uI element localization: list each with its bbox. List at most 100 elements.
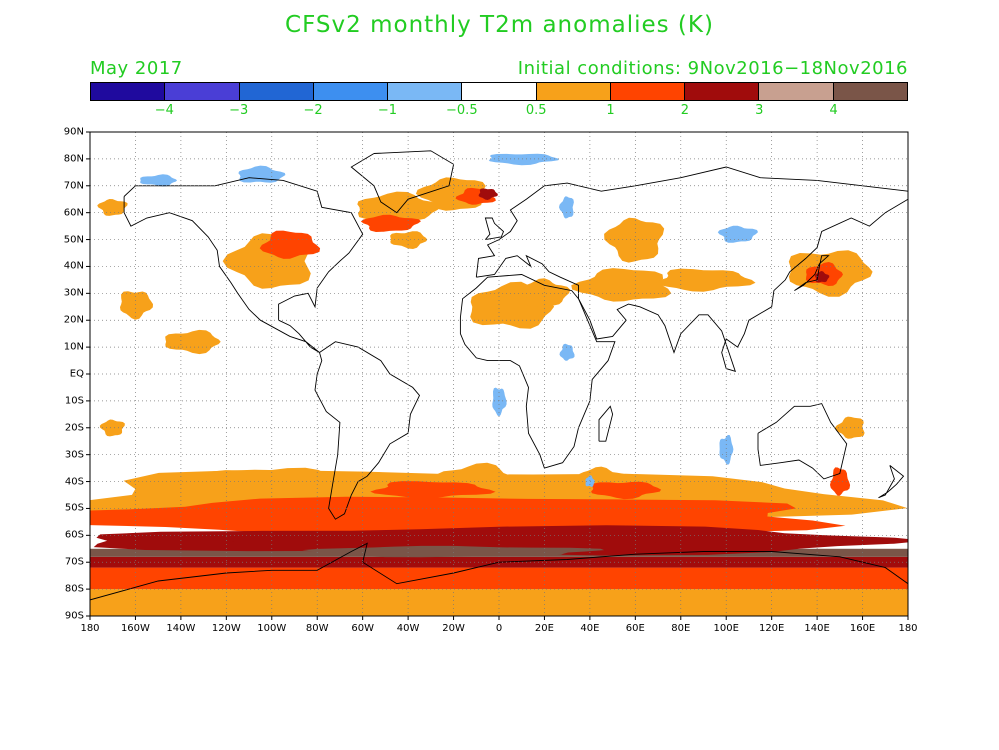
anomaly-region bbox=[521, 278, 571, 308]
colorbar-segment bbox=[313, 83, 389, 100]
lat-tick-label: 30S bbox=[64, 449, 84, 461]
new-zealand-outline bbox=[878, 465, 905, 499]
anomaly-region bbox=[231, 534, 657, 552]
lat-tick-label: 10N bbox=[63, 341, 84, 353]
chart-title: CFSv2 monthly T2m anomalies (K) bbox=[285, 12, 714, 38]
anomaly-region bbox=[360, 214, 421, 232]
anomaly-region bbox=[204, 467, 345, 498]
anomaly-region bbox=[99, 419, 125, 437]
lat-tick-label: EQ bbox=[69, 368, 84, 380]
anomaly-region bbox=[238, 165, 286, 183]
anomaly-region bbox=[302, 545, 605, 558]
anomaly-region bbox=[259, 230, 321, 259]
lon-tick-label: 140W bbox=[166, 623, 196, 634]
lat-tick-label: 20S bbox=[64, 422, 84, 434]
colorbar-segment bbox=[610, 83, 686, 100]
lat-tick-label: 60S bbox=[64, 529, 84, 541]
colorbar-label: −3 bbox=[229, 103, 249, 118]
madagascar-outline bbox=[598, 405, 614, 442]
lon-tick-label: 60W bbox=[351, 623, 374, 634]
anomaly-region bbox=[90, 496, 846, 536]
lon-tick-label: 60E bbox=[625, 623, 645, 634]
lon-tick-label: 160E bbox=[849, 623, 876, 634]
lat-tick-label: 40S bbox=[64, 476, 84, 488]
colorbar-label: −2 bbox=[303, 103, 323, 118]
colorbar-label: 3 bbox=[755, 103, 764, 118]
lon-tick-label: 180 bbox=[898, 623, 918, 634]
anomaly-region bbox=[488, 153, 560, 166]
lon-tick-label: 40E bbox=[580, 623, 600, 634]
anomaly-region bbox=[492, 387, 507, 417]
colorbar-segment bbox=[388, 83, 463, 100]
lat-tick-label: 10S bbox=[64, 395, 84, 407]
australia-outline bbox=[757, 403, 848, 480]
lat-tick-label: 60N bbox=[63, 207, 84, 219]
lon-tick-label: 20E bbox=[534, 623, 554, 634]
colorbar-label: −0.5 bbox=[446, 103, 478, 118]
lon-tick-label: 100E bbox=[713, 623, 739, 634]
anomaly-region bbox=[656, 268, 756, 292]
anomaly-region bbox=[120, 291, 153, 320]
uk-outline bbox=[484, 217, 505, 241]
colorbar-label: 2 bbox=[680, 103, 690, 118]
colorbar-segment bbox=[165, 83, 240, 100]
map-layers bbox=[90, 132, 908, 616]
colorbar-segment bbox=[685, 83, 760, 100]
colorbar-segment bbox=[759, 83, 834, 100]
lat-tick-label: 90N bbox=[63, 126, 84, 138]
eurasia-outline bbox=[475, 166, 908, 372]
anomaly-region bbox=[478, 188, 498, 200]
lon-tick-label: 120E bbox=[758, 623, 785, 634]
colorbar-label: 0.5 bbox=[525, 103, 547, 118]
colorbar bbox=[90, 82, 908, 101]
lon-tick-label: 100W bbox=[257, 623, 287, 634]
colorbar-label: 4 bbox=[829, 103, 838, 118]
lat-tick-label: 30N bbox=[63, 287, 84, 299]
north-america-outline bbox=[123, 177, 364, 353]
anomaly-region bbox=[591, 481, 662, 500]
colorbar-segment bbox=[239, 83, 314, 100]
lat-tick-label: 90S bbox=[64, 610, 84, 622]
anomaly-region bbox=[717, 225, 758, 243]
anomaly-region bbox=[830, 467, 851, 496]
lon-tick-label: 180 bbox=[80, 623, 100, 634]
anomaly-band bbox=[90, 567, 908, 590]
antarctica-outline bbox=[90, 542, 908, 601]
valid-month: May 2017 bbox=[90, 58, 183, 79]
anomaly-region bbox=[370, 481, 496, 499]
lat-tick-label: 20N bbox=[63, 314, 84, 326]
anomaly-region bbox=[390, 231, 428, 249]
anomaly-region bbox=[559, 343, 575, 361]
lon-tick-label: 20W bbox=[442, 623, 465, 634]
anomaly-region bbox=[357, 191, 442, 221]
colorbar-segment bbox=[833, 83, 907, 100]
anomaly-region bbox=[604, 217, 665, 263]
lon-tick-label: 40W bbox=[396, 623, 420, 634]
lat-tick-label: 80N bbox=[63, 153, 84, 165]
lon-tick-label: 0 bbox=[495, 623, 503, 634]
lat-tick-label: 40N bbox=[63, 260, 84, 272]
lat-tick-label: 50S bbox=[64, 502, 84, 514]
anomaly-band bbox=[90, 589, 908, 616]
lat-tick-label: 50N bbox=[63, 234, 84, 246]
japan-outline bbox=[794, 255, 830, 291]
lon-tick-label: 120W bbox=[211, 623, 241, 634]
lon-tick-label: 160W bbox=[120, 623, 150, 634]
lon-tick-label: 140E bbox=[804, 623, 830, 634]
anomaly-region bbox=[719, 434, 734, 465]
colorbar-segment bbox=[536, 83, 611, 100]
colorbar-segment bbox=[462, 83, 537, 100]
initial-conditions: Initial conditions: 9Nov2016−18Nov2016 bbox=[517, 58, 908, 79]
anomaly-region bbox=[165, 329, 221, 355]
colorbar-label: 1 bbox=[606, 103, 615, 118]
anomaly-region bbox=[585, 475, 595, 487]
anomaly-region bbox=[834, 416, 865, 439]
lat-tick-label: 70N bbox=[63, 180, 84, 192]
colorbar-label: −1 bbox=[377, 103, 398, 118]
lon-tick-label: 80W bbox=[305, 623, 329, 634]
anomaly-region bbox=[140, 174, 178, 187]
colorbar-segment bbox=[91, 83, 166, 100]
anomaly-region bbox=[97, 199, 128, 216]
lat-tick-label: 70S bbox=[64, 556, 84, 568]
colorbar-label: −4 bbox=[154, 103, 174, 118]
